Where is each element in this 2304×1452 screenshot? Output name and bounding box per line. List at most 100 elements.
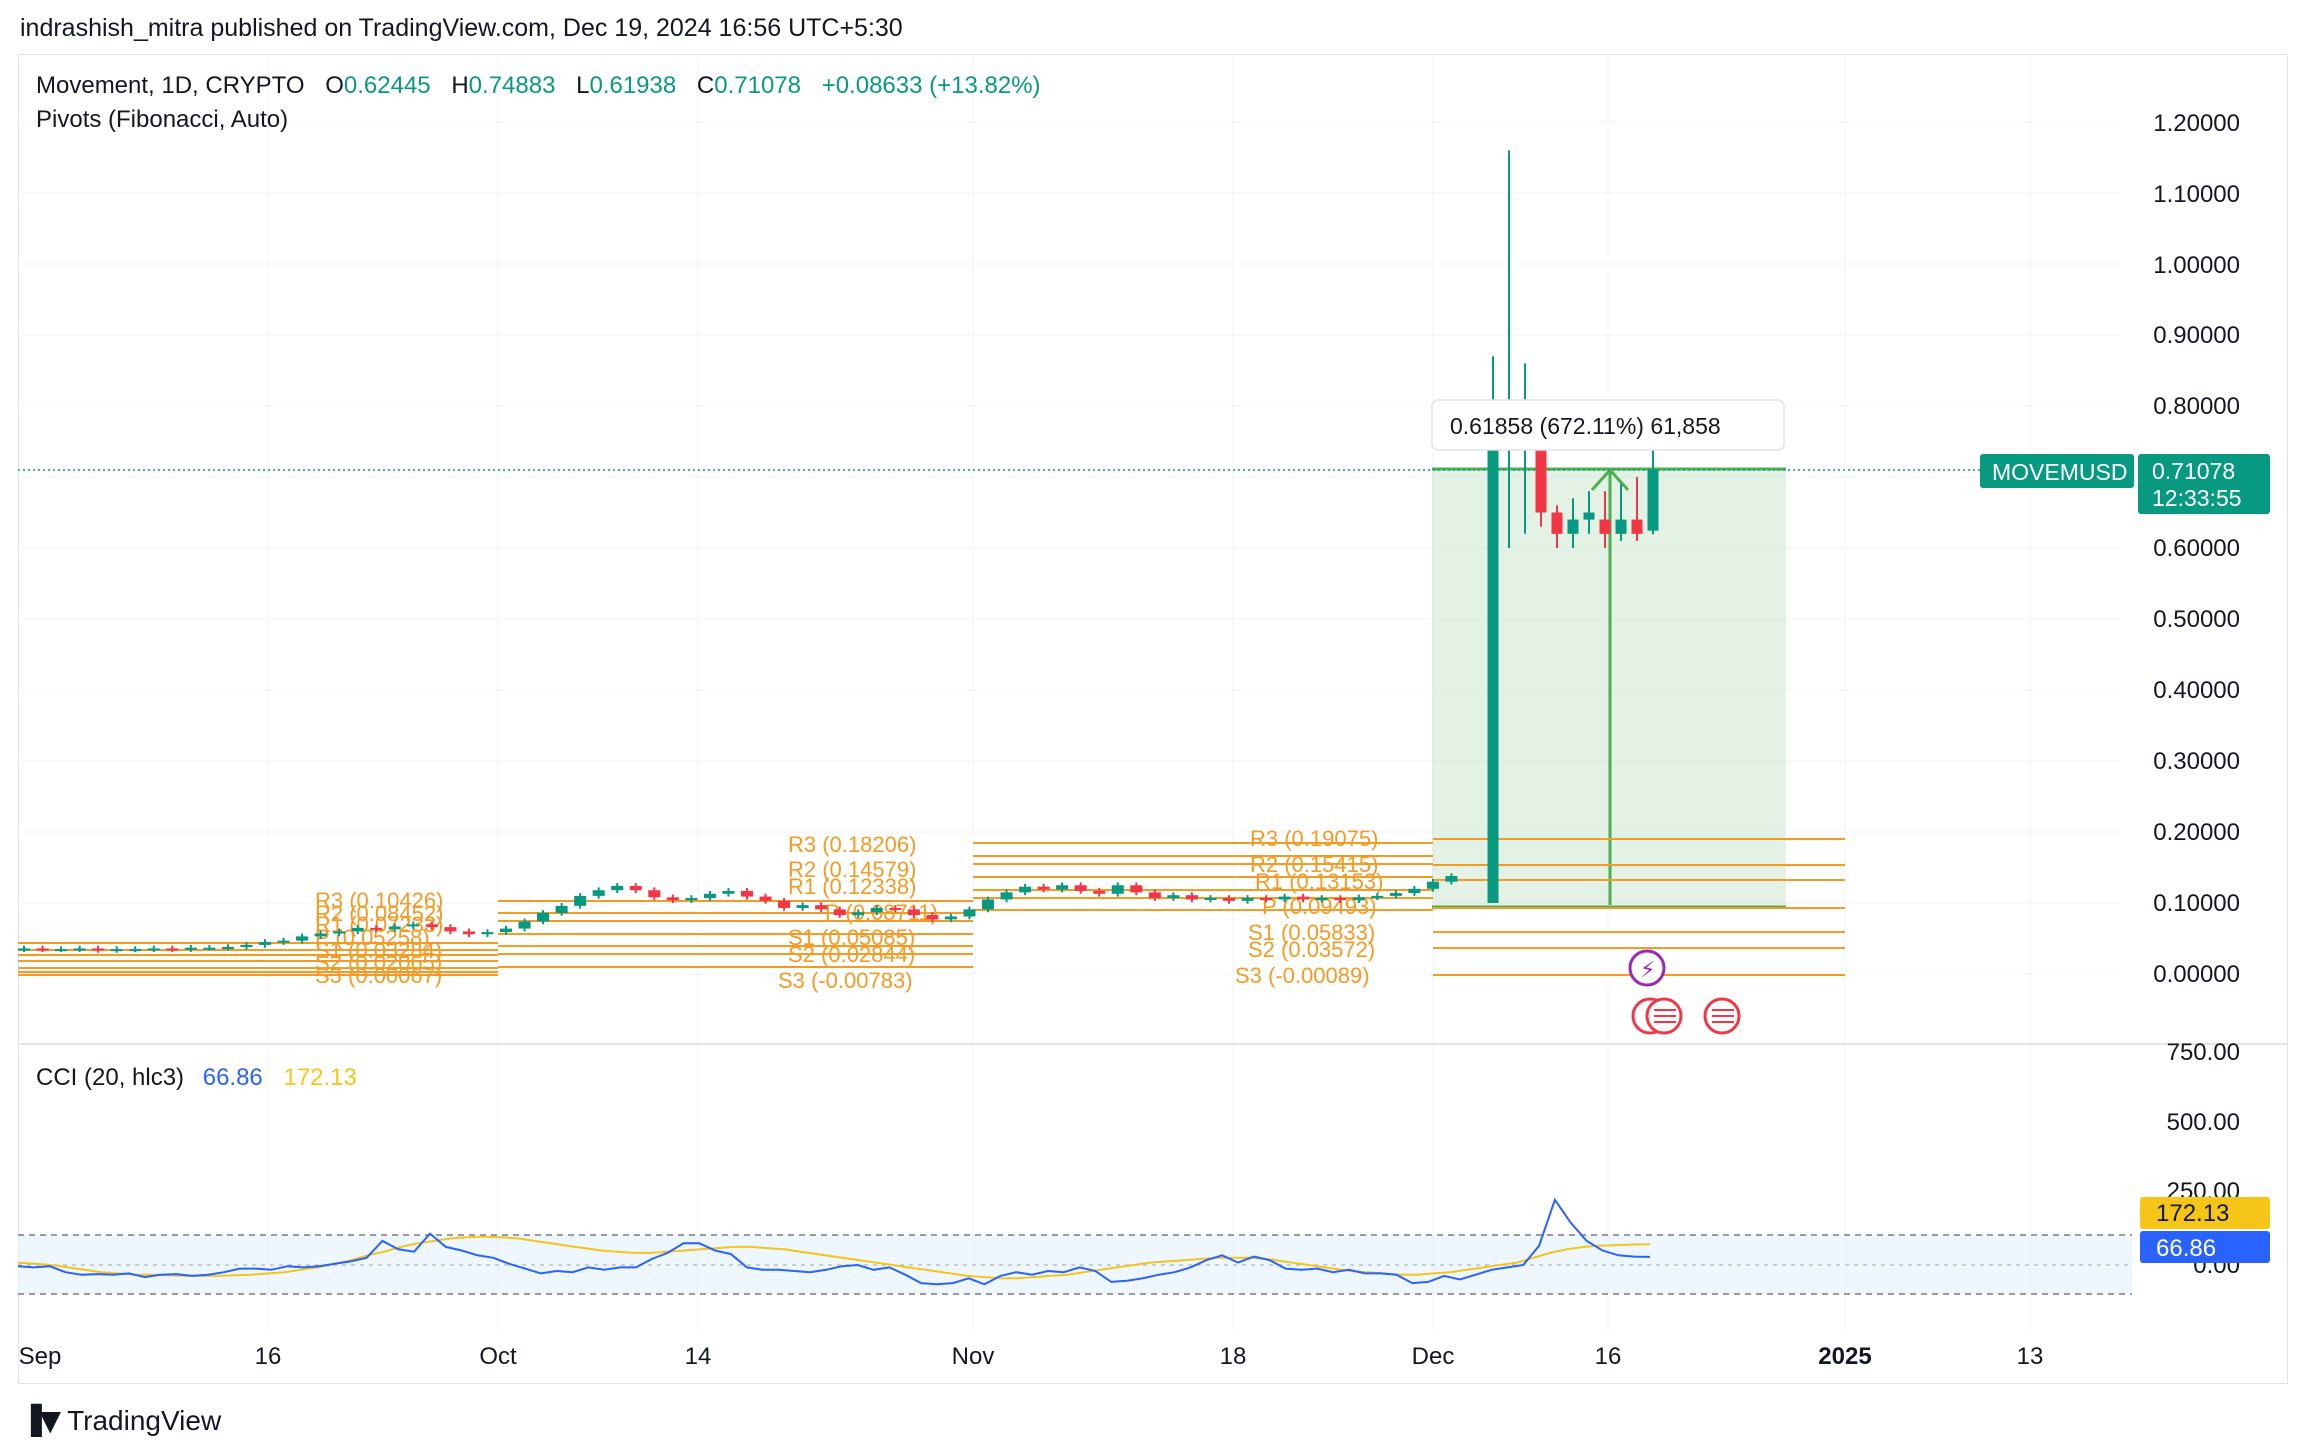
candle-body — [73, 948, 86, 951]
measure-text: 0.61858 (672.11%) 61,858 — [1450, 413, 1721, 439]
candle-body — [203, 947, 216, 950]
candle-body — [351, 927, 364, 932]
chart-frame — [18, 54, 2288, 1384]
pivots-legend[interactable]: Pivots (Fibonacci, Auto) — [36, 106, 289, 133]
candle-body — [1297, 896, 1310, 900]
candle-body — [444, 927, 457, 932]
candle-body — [36, 948, 49, 951]
time-axis[interactable]: Sep 16 Oct 14 Nov 18 Dec 16 2025 13 — [19, 1343, 2044, 1370]
candles[interactable] — [17, 150, 1659, 953]
candle-body — [370, 927, 383, 930]
tradingview-brand: TradingView — [67, 1404, 222, 1436]
event-icons[interactable]: ⚡ — [1628, 949, 1741, 1035]
candle-body — [796, 905, 809, 908]
pivot-label: R2 (0.08452) — [315, 901, 443, 926]
price-tick: 0.10000 — [2153, 890, 2240, 917]
cci-tick: 500.00 — [2167, 1109, 2240, 1136]
price-tick: 0.40000 — [2153, 677, 2240, 704]
pivot-label: R1 (0.13153) — [1255, 869, 1383, 894]
low-label: L — [576, 72, 590, 99]
candle-body — [981, 899, 995, 910]
price-tick: 1.00000 — [2153, 252, 2240, 279]
candle-body — [333, 931, 346, 934]
candle-body — [1278, 896, 1291, 900]
candle-body — [703, 893, 716, 899]
candle-body — [166, 948, 179, 951]
candle-body — [648, 890, 661, 898]
candle-body — [388, 926, 401, 930]
candle-body — [1599, 519, 1611, 534]
candle-body — [815, 905, 828, 910]
candle-body — [870, 907, 883, 913]
candle-body — [1445, 876, 1458, 882]
price-tick: 0.30000 — [2153, 748, 2240, 775]
candle-body — [1241, 898, 1254, 901]
time-tick: 2025 — [1818, 1343, 1871, 1370]
candle-body — [184, 947, 197, 950]
pivot-label: S1 (0.05833) — [1248, 920, 1375, 945]
candle-body — [740, 890, 754, 897]
high-value: 0.74883 — [468, 72, 556, 99]
candle-body — [92, 948, 105, 951]
price-axis[interactable]: 1.20000 1.10000 1.00000 0.90000 0.80000 … — [2153, 110, 2240, 988]
pivot-label: S1 (0.05085) — [788, 925, 915, 950]
pivot-label: S2 (0.02065) — [315, 950, 442, 975]
candle-body — [1037, 886, 1050, 890]
tradingview-logo-icon: ▐▼ — [20, 1404, 61, 1437]
time-tick: 18 — [1220, 1343, 1247, 1370]
time-tick: 14 — [685, 1343, 712, 1370]
candle-body — [592, 890, 605, 896]
pivot-label: R3 (0.18206) — [788, 832, 916, 857]
candle-body — [481, 932, 494, 935]
candle-body — [666, 897, 679, 901]
candle-body — [1567, 519, 1579, 534]
last-price-tag[interactable]: 0.71078 12:33:55 — [2138, 454, 2270, 514]
candle-body — [833, 909, 846, 916]
candle-body — [759, 896, 772, 901]
symbol-line: Movement, 1D, CRYPTO — [36, 72, 305, 99]
cci-legend[interactable]: CCI (20, hlc3) 66.86 172.13 — [36, 1064, 357, 1092]
candle-body — [407, 924, 420, 927]
candle-body — [425, 924, 438, 928]
pivot-label: S1 (0.03284) — [315, 938, 442, 963]
time-tick: 16 — [255, 1343, 282, 1370]
pivot-label: R1 (0.12338) — [788, 874, 916, 899]
price-tick: 1.10000 — [2153, 181, 2240, 208]
candle-body — [574, 895, 587, 906]
price-tick: 0.50000 — [2153, 606, 2240, 633]
close-label: C — [696, 72, 715, 99]
price-tick: 0.00000 — [2153, 961, 2240, 988]
candle-body — [1260, 898, 1273, 901]
candle-body — [1487, 448, 1499, 903]
candle-body — [55, 949, 68, 952]
grid — [18, 56, 2120, 1330]
lightning-icon[interactable]: ⚡ — [1640, 958, 1655, 983]
symbol-legend[interactable]: Movement, 1D, CRYPTO O0.62445 H0.74883 L… — [36, 72, 1041, 100]
pivot-label: R3 (0.19075) — [1250, 826, 1378, 851]
time-tick: Oct — [479, 1343, 517, 1370]
candle-body — [1426, 881, 1439, 889]
candle-body — [17, 948, 31, 951]
pivot-label: S2 (0.02844) — [788, 942, 915, 967]
close-value: 0.71078 — [714, 72, 802, 99]
measure-label[interactable]: 0.61858 (672.11%) 61,858 — [1431, 399, 1785, 451]
cci-ma-tag: 172.13 — [2140, 1197, 2270, 1229]
price-tick: 0.80000 — [2153, 393, 2240, 420]
tradingview-logo[interactable]: ▐▼ TradingView — [20, 1404, 221, 1437]
candle-body — [1647, 469, 1659, 531]
pivot-label: R2 (0.15415) — [1250, 852, 1378, 877]
pivot-label: S3 (0.00067) — [315, 963, 442, 988]
time-tick: Dec — [1412, 1343, 1455, 1370]
candle-body — [555, 905, 568, 913]
candle-body — [296, 936, 309, 941]
candle-body — [889, 907, 902, 910]
candle-body — [722, 890, 735, 894]
candle-body — [537, 912, 550, 922]
pivot-labels: R3 (0.10426) R2 (0.08452) R1 (0.07233) P… — [315, 826, 1383, 993]
candle-body — [1551, 512, 1563, 534]
symbol-tag[interactable]: MOVEMUSD — [1980, 454, 2134, 488]
cci-legend-ma-value: 172.13 — [283, 1064, 357, 1091]
symbol-tag-text: MOVEMUSD — [1992, 459, 2127, 485]
candle-body — [926, 915, 939, 920]
